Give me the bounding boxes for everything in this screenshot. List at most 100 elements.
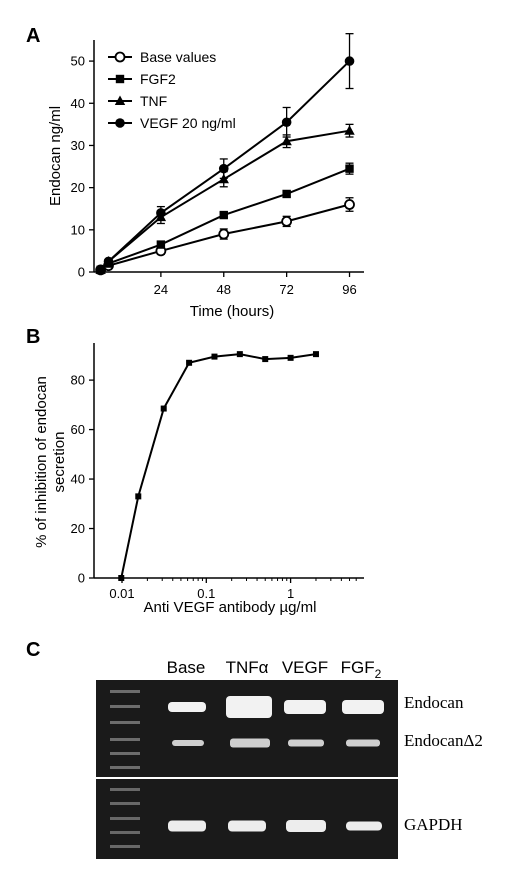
chart-a-legend-marker	[114, 51, 126, 63]
chart-b-y-tick-label: 60	[71, 422, 85, 437]
panel-label-a: A	[26, 25, 40, 47]
chart-a-legend-marker	[115, 74, 125, 84]
chart-b-y-tick-label: 0	[78, 571, 85, 586]
chart-b-y-label-line2: secretion	[51, 432, 68, 493]
chart-a-point	[344, 199, 355, 210]
chart-a-legend-label: FGF2	[140, 71, 176, 87]
gel-ladder-band	[110, 690, 140, 693]
gel-ladder-band	[110, 721, 140, 724]
chart-b-point	[236, 351, 243, 358]
gel-band-endocan	[342, 700, 384, 714]
chart-b-x-tick-label: 0.1	[197, 586, 215, 601]
chart-a-y-tick-label: 50	[71, 54, 85, 69]
chart-a-x-label: Time (hours)	[190, 303, 274, 320]
gel-ladder-band	[110, 788, 140, 791]
chart-a-point	[103, 256, 114, 267]
chart-a-point	[219, 210, 228, 220]
gel-band-endocan	[226, 696, 272, 718]
chart-a-series	[95, 33, 355, 276]
chart-a-y-tick-label: 10	[71, 222, 85, 237]
chart-a-point	[344, 56, 355, 66]
chart-a-series-line	[99, 129, 350, 271]
chart-a-x-tick-label: 48	[217, 282, 231, 297]
gel-lane-label-tnfa: TNFα	[226, 658, 269, 677]
chart-b-y-tick-label: 80	[71, 373, 85, 388]
chart-b-x-label: Anti VEGF antibody µg/ml	[144, 599, 317, 616]
gel-band-label-gapdh: GAPDH	[404, 815, 463, 834]
gel-band-gapdh	[168, 820, 206, 832]
chart-a-point	[156, 208, 166, 218]
chart-b-point	[211, 353, 218, 360]
panel-label-c: C	[26, 639, 40, 661]
chart-b-point	[118, 575, 125, 581]
chart-a-point	[218, 228, 230, 240]
gel-ladder-band	[110, 817, 140, 820]
chart-b-x-tick-label: 0.01	[109, 586, 134, 601]
gel-bottom-background	[96, 779, 398, 859]
chart-b-series	[118, 351, 319, 581]
chart-a-point	[282, 189, 291, 199]
chart-a-point	[218, 163, 229, 174]
chart-a-x-tick-label: 24	[154, 282, 168, 297]
chart-b-y-tick-label: 40	[71, 472, 85, 487]
gel-band-label-endocan-d2: EndocanΔ2	[404, 731, 483, 750]
gel-bands	[110, 690, 384, 848]
chart-a-point	[281, 135, 292, 146]
gel-ladder-band	[110, 705, 140, 708]
gel-ladder-band	[110, 738, 140, 741]
chart-a-legend: Base values FGF2 TNF VEGF 20 ng/ml	[108, 49, 236, 131]
chart-a-y-tick-label: 0	[78, 265, 85, 280]
gel-ladder-band	[110, 845, 140, 848]
chart-a-point	[156, 240, 166, 249]
gel-ladder-band	[110, 831, 140, 834]
chart-b-point	[160, 405, 167, 412]
chart-a-x-tick-label: 72	[279, 282, 293, 297]
gel-ladder-band	[110, 766, 140, 769]
chart-b-series-line	[120, 353, 317, 579]
gel-band-endocan-d2	[346, 739, 380, 747]
gel-band-label-endocan: Endocan	[404, 693, 464, 712]
chart-a-point	[95, 265, 106, 275]
gel-band-gapdh	[228, 820, 266, 832]
chart-b-point	[312, 351, 319, 358]
gel-ladder-band	[110, 802, 140, 805]
chart-a-legend-label: VEGF 20 ng/ml	[140, 115, 236, 131]
chart-a: Time (hours) Endocan ng/ml 24 48 72 96 0 10 20…	[47, 33, 364, 320]
chart-b-point	[186, 359, 193, 366]
chart-a-point	[281, 215, 293, 227]
chart-b-point	[135, 493, 142, 500]
gel-ladder-band	[110, 752, 140, 755]
chart-a-y-tick-label: 30	[71, 138, 85, 153]
chart-a-point	[344, 125, 355, 135]
gel-band-endocan-d2	[172, 740, 204, 746]
chart-a-ticks: 24 48 72 96 0 10 20 30 40 50	[71, 54, 357, 297]
chart-a-legend-marker	[114, 95, 126, 105]
gel-band-endocan-d2	[230, 738, 270, 748]
chart-a-legend-label: Base values	[140, 49, 216, 65]
gel-band-gapdh	[346, 821, 382, 831]
gel-band-endocan	[284, 700, 326, 714]
gel-band-gapdh	[286, 820, 326, 832]
gel-panel: Base TNFα VEGF FGF2 Endocan EndocanΔ2 GA…	[96, 658, 483, 859]
chart-a-x-tick-label: 96	[342, 282, 356, 297]
chart-b-y-label-line1: % of inhibition of endocan	[33, 376, 50, 548]
chart-b-point	[262, 356, 269, 363]
chart-a-series-line	[99, 167, 350, 271]
chart-a-point	[345, 164, 354, 173]
chart-a-y-tick-label: 20	[71, 180, 85, 195]
chart-b: Anti VEGF antibody µg/ml % of inhibition…	[33, 343, 364, 616]
gel-lane-label-base: Base	[167, 658, 206, 677]
gel-top-background	[96, 680, 398, 777]
chart-b-point	[287, 354, 294, 361]
chart-b-x-tick-label: 1	[287, 586, 294, 601]
chart-b-y-tick-label: 20	[71, 521, 85, 536]
gel-lane-label-fgf2: FGF2	[341, 658, 382, 681]
chart-a-legend-marker	[115, 118, 125, 128]
chart-b-ticks: 0.01 0.1 1 0 20 40 60 80	[71, 373, 357, 601]
gel-band-endocan-d2	[288, 739, 324, 747]
chart-a-legend-label: TNF	[140, 93, 167, 109]
chart-a-y-tick-label: 40	[71, 96, 85, 111]
gel-lane-label-vegf: VEGF	[282, 658, 328, 677]
